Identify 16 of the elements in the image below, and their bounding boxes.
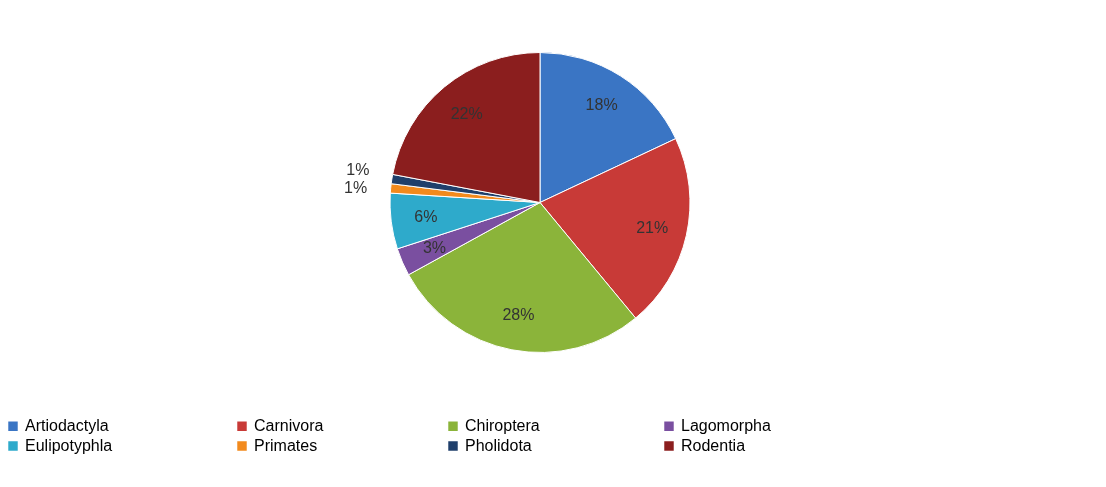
data-label: 21% xyxy=(636,218,669,236)
data-label: 28% xyxy=(502,306,535,324)
data-label: 18% xyxy=(585,96,618,114)
legend-label: Chiroptera xyxy=(465,417,540,435)
legend-label: Carnivora xyxy=(254,417,324,435)
legend-label: Lagomorpha xyxy=(681,417,771,435)
data-label: 1% xyxy=(346,161,370,179)
legend-label: Primates xyxy=(254,437,318,454)
data-label: 6% xyxy=(414,207,438,225)
data-label: 22% xyxy=(450,104,483,122)
legend-label: Rodentia xyxy=(681,437,746,454)
legend-label: Eulipotyphla xyxy=(25,437,113,454)
data-label: 1% xyxy=(343,179,368,197)
legend-label: Pholidota xyxy=(465,437,532,454)
data-label: 3% xyxy=(422,239,447,257)
legend-label: Artiodactyla xyxy=(25,417,109,435)
